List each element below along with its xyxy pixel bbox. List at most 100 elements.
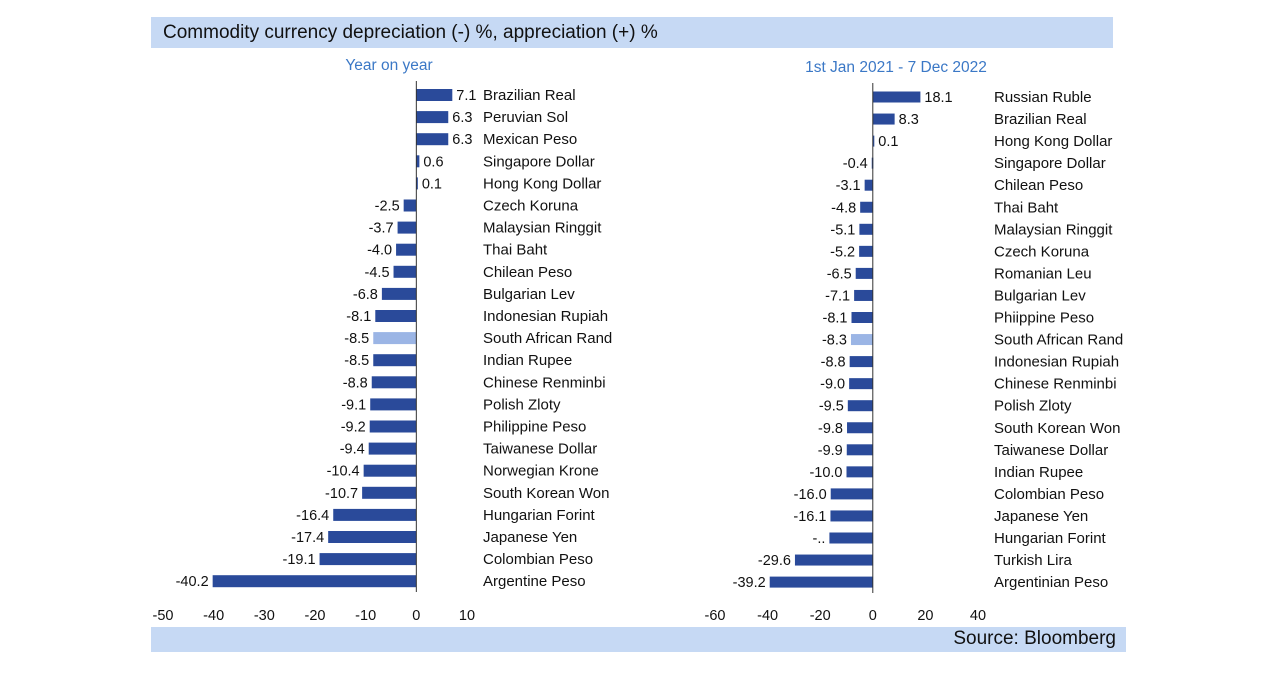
chart-1-bar — [319, 553, 417, 566]
chart-1-category-label: Polish Zloty — [483, 396, 561, 413]
chart-2-subtitle: 1st Jan 2021 - 7 Dec 2022 — [805, 59, 987, 76]
chart-2-bar — [849, 378, 873, 390]
chart-1-category-label: South Korean Won — [483, 485, 609, 502]
chart-1-category-label: Japanese Yen — [483, 529, 577, 546]
chart-2-data-label: -8.1 — [822, 311, 847, 327]
chart-2-category-label: Hong Kong Dollar — [994, 133, 1112, 150]
chart-1-data-label: 6.3 — [452, 110, 472, 126]
chart-2-category-label: Hungarian Forint — [994, 530, 1107, 547]
chart-1-bar — [416, 111, 449, 124]
chart-2-data-label: -10.0 — [809, 465, 842, 481]
chart-2-bar — [769, 576, 873, 588]
chart-2-category-label: Chinese Renminbi — [994, 376, 1117, 393]
chart-1-bar — [373, 354, 417, 367]
chart-2-data-label: -29.6 — [758, 553, 791, 569]
chart-2-data-label: -6.5 — [827, 266, 852, 282]
chart-2-bar — [864, 179, 873, 191]
chart-1-data-label: -4.5 — [365, 265, 390, 281]
chart-1-category-label: Chinese Renminbi — [483, 374, 606, 391]
chart-2-data-label: 8.3 — [899, 112, 919, 128]
chart-2-x-tick-label: -40 — [757, 608, 778, 624]
chart-1-category-label: South African Rand — [483, 330, 612, 347]
chart-1-x-tick-label: -40 — [203, 608, 224, 624]
chart-1-data-label: 0.6 — [423, 154, 443, 170]
chart-2-bar — [846, 444, 873, 456]
chart-2-bar — [849, 356, 873, 368]
chart-1-data-label: -19.1 — [282, 552, 315, 568]
chart-2-data-label: -39.2 — [733, 575, 766, 591]
chart-1-category-label: Peruvian Sol — [483, 109, 568, 126]
chart-1-bar — [381, 287, 417, 300]
chart-1-category-label: Thai Baht — [483, 242, 548, 259]
chart-2-data-label: -7.1 — [825, 288, 850, 304]
chart-1-category-label: Singapore Dollar — [483, 153, 595, 170]
chart-2-category-label: Bulgarian Lev — [994, 287, 1086, 304]
chart-1-bar — [362, 486, 417, 499]
chart-2-data-label: -4.8 — [831, 200, 856, 216]
chart-1-bar — [369, 420, 417, 433]
chart-1-category-label: Brazilian Real — [483, 87, 576, 104]
chart-1-bar — [368, 442, 417, 455]
chart-1-data-label: -8.1 — [346, 309, 371, 325]
chart-2-data-label: -3.1 — [836, 178, 861, 194]
chart-2-data-label: -8.3 — [822, 333, 847, 349]
chart-2-x-tick-label: -20 — [810, 608, 831, 624]
source-note: Source: Bloomberg — [953, 628, 1116, 649]
chart-2-bar — [847, 400, 873, 412]
chart-1-bar — [416, 177, 418, 190]
chart-2-bar — [872, 91, 921, 103]
chart-2-category-label: Brazilian Real — [994, 111, 1087, 128]
chart-2-category-label: Polish Zloty — [994, 398, 1072, 415]
chart-2-bar — [830, 488, 873, 500]
chart-1-bar — [397, 221, 417, 234]
chart-2-category-label: Czech Koruna — [994, 243, 1090, 260]
chart-1-data-label: -10.7 — [325, 486, 358, 502]
chart-2-data-label: 18.1 — [924, 90, 952, 106]
chart-1-bar — [373, 332, 417, 345]
chart-2-data-label: -5.2 — [830, 244, 855, 260]
chart-2-x-tick-label: 0 — [869, 608, 877, 624]
chart-2-bar — [851, 312, 873, 323]
chart-2-category-label: Phiippine Peso — [994, 310, 1094, 327]
chart-1-bar — [370, 398, 417, 411]
chart-1-subtitle: Year on year — [345, 57, 432, 74]
chart-2-x-tick-label: 40 — [970, 608, 986, 624]
chart-1-data-label: -2.5 — [375, 199, 400, 215]
chart-2-category-label: Colombian Peso — [994, 486, 1104, 503]
chart-2-category-label: Thai Baht — [994, 199, 1059, 216]
chart-2-bar — [860, 201, 873, 213]
chart-2-category-label: Argentinian Peso — [994, 574, 1108, 591]
chart-1-bar — [416, 133, 449, 146]
chart-2-x-tick-label: 20 — [917, 608, 933, 624]
chart-2-bar — [847, 422, 873, 434]
chart-1-bar — [371, 376, 417, 389]
chart-1-data-label: 6.3 — [452, 132, 472, 148]
chart-1-bar — [416, 89, 453, 101]
chart-2-data-label: -16.1 — [793, 509, 826, 525]
chart-2-data-label: -9.5 — [819, 399, 844, 415]
chart-1-data-label: -40.2 — [176, 574, 209, 590]
chart-2-category-label: South African Rand — [994, 332, 1123, 349]
chart-1-category-label: Malaysian Ringgit — [483, 220, 602, 237]
chart-1-category-label: Norwegian Krone — [483, 463, 599, 480]
chart-1-bar — [333, 508, 417, 521]
chart-2-category-label: Indonesian Rupiah — [994, 354, 1119, 371]
chart-2-data-label: -0.4 — [843, 156, 868, 172]
chart-1-data-label: -4.0 — [367, 243, 392, 259]
chart-1-data-label: -6.8 — [353, 287, 378, 303]
chart-2-bar — [854, 289, 873, 301]
chart-1-category-label: Indian Rupee — [483, 352, 572, 369]
chart-2-bar — [872, 113, 895, 125]
chart-2-bar — [850, 334, 873, 346]
chart-2-x-tick-label: -60 — [705, 608, 726, 624]
chart-2-data-label: -5.1 — [830, 222, 855, 238]
chart-1-category-label: Philippine Peso — [483, 419, 586, 436]
chart-1-x-tick-label: 10 — [459, 608, 475, 624]
chart-1-category-label: Colombian Peso — [483, 551, 593, 568]
chart-1-data-label: -9.2 — [341, 420, 366, 436]
chart-2-bar — [859, 223, 873, 235]
chart-1-bar — [212, 575, 417, 588]
chart-1-data-label: -10.4 — [327, 464, 360, 480]
chart-title: Commodity currency depreciation (-) %, a… — [163, 22, 658, 43]
chart-1-category-label: Hungarian Forint — [483, 507, 596, 524]
